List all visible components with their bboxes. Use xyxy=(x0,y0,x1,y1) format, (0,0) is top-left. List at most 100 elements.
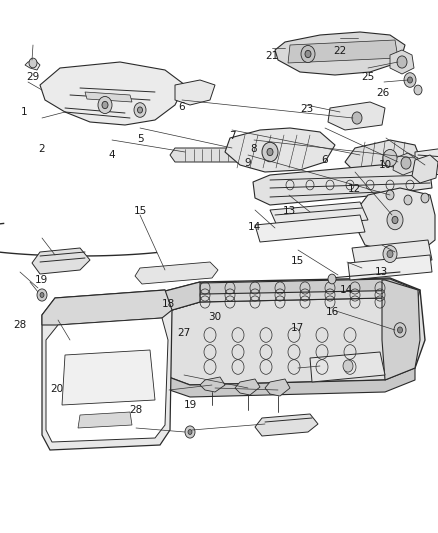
Polygon shape xyxy=(328,102,385,130)
Circle shape xyxy=(407,77,413,83)
Text: 15: 15 xyxy=(291,256,304,266)
Circle shape xyxy=(102,101,108,109)
Polygon shape xyxy=(255,215,365,242)
Text: 22: 22 xyxy=(333,46,346,55)
Text: 7: 7 xyxy=(229,131,236,141)
Text: 6: 6 xyxy=(178,102,185,111)
Circle shape xyxy=(392,216,398,224)
Polygon shape xyxy=(270,202,368,228)
Polygon shape xyxy=(170,148,255,162)
Text: 21: 21 xyxy=(265,51,278,61)
Polygon shape xyxy=(275,32,405,75)
Polygon shape xyxy=(253,165,432,205)
Circle shape xyxy=(40,293,44,297)
Text: 18: 18 xyxy=(162,299,175,309)
Polygon shape xyxy=(288,40,398,63)
Circle shape xyxy=(383,149,397,166)
Text: 12: 12 xyxy=(348,184,361,194)
Circle shape xyxy=(397,56,407,68)
Text: 16: 16 xyxy=(326,307,339,317)
Text: 23: 23 xyxy=(300,104,313,114)
Polygon shape xyxy=(42,290,172,450)
Text: 19: 19 xyxy=(35,275,48,285)
Polygon shape xyxy=(78,412,132,428)
Polygon shape xyxy=(150,290,420,315)
Circle shape xyxy=(404,195,412,205)
Polygon shape xyxy=(148,282,200,340)
Circle shape xyxy=(352,112,362,124)
Text: 13: 13 xyxy=(374,267,388,277)
Text: 14: 14 xyxy=(247,222,261,231)
Circle shape xyxy=(267,148,273,156)
Circle shape xyxy=(98,96,112,114)
Polygon shape xyxy=(225,128,335,172)
Text: 28: 28 xyxy=(129,406,142,415)
Text: 5: 5 xyxy=(137,134,144,143)
Text: 14: 14 xyxy=(339,286,353,295)
Circle shape xyxy=(414,85,422,95)
Polygon shape xyxy=(46,318,168,442)
Text: 26: 26 xyxy=(377,88,390,98)
Polygon shape xyxy=(382,280,420,380)
Polygon shape xyxy=(62,350,155,405)
Text: 20: 20 xyxy=(50,384,64,394)
Circle shape xyxy=(134,103,146,117)
Polygon shape xyxy=(345,108,368,127)
Text: 28: 28 xyxy=(13,320,26,330)
Text: 17: 17 xyxy=(291,323,304,333)
Polygon shape xyxy=(42,290,172,325)
Circle shape xyxy=(29,58,37,68)
Polygon shape xyxy=(348,255,432,280)
Text: 9: 9 xyxy=(244,158,251,167)
Circle shape xyxy=(262,142,278,161)
Text: 4: 4 xyxy=(108,150,115,159)
Circle shape xyxy=(343,360,353,372)
Polygon shape xyxy=(415,148,438,175)
Circle shape xyxy=(305,50,311,58)
Polygon shape xyxy=(32,248,90,274)
Polygon shape xyxy=(135,262,218,284)
Text: 25: 25 xyxy=(361,72,374,82)
Circle shape xyxy=(188,430,192,434)
Circle shape xyxy=(138,107,142,113)
Polygon shape xyxy=(175,80,215,105)
Text: 27: 27 xyxy=(177,328,191,338)
Circle shape xyxy=(328,274,336,284)
Circle shape xyxy=(37,289,47,301)
Text: 10: 10 xyxy=(379,160,392,170)
Text: 1: 1 xyxy=(21,107,28,117)
Circle shape xyxy=(387,251,393,257)
Circle shape xyxy=(387,210,403,230)
Polygon shape xyxy=(148,278,425,385)
Polygon shape xyxy=(355,188,435,252)
Text: 2: 2 xyxy=(38,144,45,154)
Circle shape xyxy=(185,426,195,438)
Circle shape xyxy=(394,322,406,337)
Polygon shape xyxy=(155,279,418,315)
Polygon shape xyxy=(85,92,132,102)
Polygon shape xyxy=(255,414,318,436)
Polygon shape xyxy=(265,379,290,396)
Text: 19: 19 xyxy=(184,400,197,410)
Polygon shape xyxy=(310,352,385,382)
Polygon shape xyxy=(235,379,260,395)
Polygon shape xyxy=(345,140,420,178)
Text: 13: 13 xyxy=(283,206,296,215)
Circle shape xyxy=(421,193,429,203)
Polygon shape xyxy=(200,377,225,392)
Polygon shape xyxy=(412,155,438,183)
Text: 8: 8 xyxy=(251,144,258,154)
Circle shape xyxy=(398,327,403,333)
Polygon shape xyxy=(393,153,418,175)
Text: 29: 29 xyxy=(26,72,39,82)
Circle shape xyxy=(301,45,315,62)
Polygon shape xyxy=(352,240,432,268)
Circle shape xyxy=(404,72,416,87)
Polygon shape xyxy=(390,50,414,74)
Circle shape xyxy=(401,157,411,169)
Circle shape xyxy=(383,246,397,263)
Text: 6: 6 xyxy=(321,155,328,165)
Text: 30: 30 xyxy=(208,312,221,322)
Text: 15: 15 xyxy=(134,206,147,215)
Polygon shape xyxy=(25,60,40,70)
